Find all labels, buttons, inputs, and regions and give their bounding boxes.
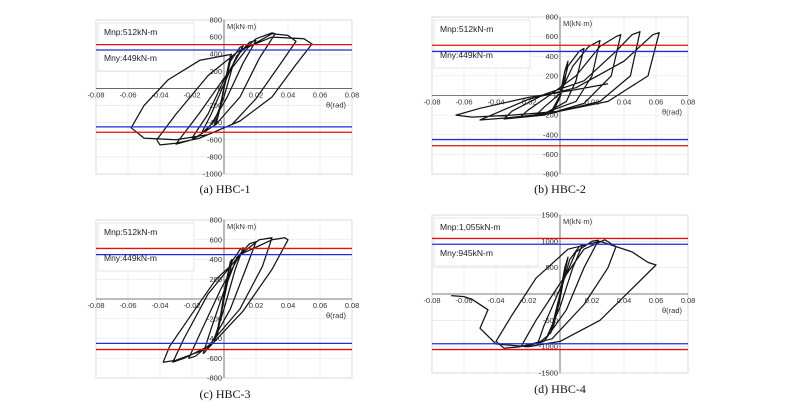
reference-label-box <box>433 19 531 69</box>
y-tick-label: -800 <box>207 152 222 161</box>
reference-label-mnp: Mnp:1,055kN-m <box>440 222 500 232</box>
y-tick-label: -500 <box>543 316 558 325</box>
y-tick-label: 500 <box>545 263 558 272</box>
x-tick-label: 0.02 <box>249 90 264 99</box>
y-tick-label: 1000 <box>541 237 558 246</box>
panel-1: -0.08 -0.06 -0.04 -0.02 0.02 0.04 0.06 0.088006… <box>87 16 359 197</box>
x-tick-label: -0.06 <box>119 301 136 310</box>
reference-label-mnp: Mnp:512kN-m <box>104 227 157 237</box>
x-tick-label: 0.02 <box>249 301 264 310</box>
x-tick-label: 0.08 <box>681 296 696 305</box>
reference-label-mnp: Mnp:512kN-m <box>104 27 157 37</box>
y-tick-label: -1000 <box>539 342 558 351</box>
y-tick-label: -400 <box>207 118 222 127</box>
panel-caption: (d) HBC-4 <box>534 382 586 396</box>
x-axis-label: θ(rad) <box>662 108 683 117</box>
reference-label-box <box>433 217 539 267</box>
x-tick-label: -0.04 <box>487 98 504 107</box>
y-tick-label: 1500 <box>541 211 558 220</box>
y-axis-label: M(kN·m) <box>563 19 593 28</box>
x-tick-label: -0.04 <box>487 296 504 305</box>
x-tick-label: 0.04 <box>617 98 632 107</box>
hysteresis-curve <box>130 32 313 146</box>
x-tick-label: 0.04 <box>281 301 296 310</box>
x-tick-label: 0.06 <box>649 296 664 305</box>
panel-4: -0.08 -0.06 -0.04 -0.02 0.02 0.04 0.06 0.08 1500… <box>423 211 695 397</box>
panel-caption: (b) HBC-2 <box>534 182 586 196</box>
y-tick-label: 600 <box>209 235 222 244</box>
panel-2: -0.08 -0.06 -0.04 -0.02 0.02 0.04 0.06 0.08 800 6… <box>423 13 695 197</box>
x-tick-label: -0.02 <box>519 98 536 107</box>
x-tick-label: 0.08 <box>681 98 696 107</box>
y-tick-label: 200 <box>545 71 558 80</box>
x-tick-label: 0.02 <box>585 98 600 107</box>
y-tick-label: -1500 <box>539 369 558 378</box>
x-tick-label: 0.06 <box>313 90 328 99</box>
y-tick-label: 800 <box>209 16 222 25</box>
y-tick-label: -1000 <box>203 170 222 179</box>
y-tick-label: -600 <box>543 150 558 159</box>
x-tick-label: -0.02 <box>183 301 200 310</box>
y-axis-label: M(kN·m) <box>227 22 257 31</box>
x-tick-label: -0.08 <box>423 296 440 305</box>
reference-label-mny: Mny:945kN-m <box>440 248 493 258</box>
y-tick-label: 0 <box>554 290 558 299</box>
reference-label-mny: Mny:449kN-m <box>104 53 157 63</box>
y-tick-label: -200 <box>543 111 558 120</box>
reference-label-box <box>97 222 195 272</box>
x-tick-label: 0.04 <box>281 90 296 99</box>
y-tick-label: 400 <box>209 255 222 264</box>
x-tick-label: -0.06 <box>119 90 136 99</box>
x-tick-label: 0.02 <box>585 296 600 305</box>
y-axis-label: M(kN·m) <box>563 217 593 226</box>
x-tick-label: -0.04 <box>151 301 168 310</box>
reference-label-mny: Mny:449kN-m <box>440 50 493 60</box>
y-tick-label: 800 <box>209 216 222 225</box>
x-tick-label: -0.02 <box>519 296 536 305</box>
x-tick-label: 0.08 <box>345 90 360 99</box>
y-tick-label: -600 <box>207 135 222 144</box>
y-tick-label: -400 <box>543 130 558 139</box>
x-axis-label: θ(rad) <box>326 100 347 109</box>
y-axis-label: M(kN·m) <box>227 222 257 231</box>
x-tick-label: -0.06 <box>455 98 472 107</box>
x-tick-label: -0.04 <box>151 90 168 99</box>
hysteresis-curve <box>162 237 289 363</box>
y-tick-label: 600 <box>209 33 222 42</box>
hysteresis-curve <box>451 239 657 349</box>
y-tick-label: 200 <box>209 67 222 76</box>
x-tick-label: -0.08 <box>87 90 104 99</box>
y-tick-label: 0 <box>554 91 558 100</box>
reference-label-mny: Mny:449kN-m <box>104 253 157 263</box>
x-tick-label: 0.08 <box>345 301 360 310</box>
x-tick-label: -0.06 <box>455 296 472 305</box>
panel-caption: (a) HBC-1 <box>200 182 251 196</box>
panel-3: -0.08 -0.06 -0.04 -0.02 0.02 0.04 0.06 0.08 800 6… <box>87 216 359 402</box>
panel-caption: (c) HBC-3 <box>200 387 251 401</box>
y-tick-label: 400 <box>545 52 558 61</box>
reference-label-box <box>97 22 195 72</box>
y-tick-label: -800 <box>207 374 222 383</box>
x-axis-label: θ(rad) <box>326 311 347 320</box>
x-tick-label: 0.06 <box>313 301 328 310</box>
y-tick-label: 400 <box>209 50 222 59</box>
x-axis-label: θ(rad) <box>662 306 683 315</box>
x-tick-label: 0.04 <box>617 296 632 305</box>
reference-label-mnp: Mnp:512kN-m <box>440 24 493 34</box>
y-tick-label: 800 <box>545 13 558 22</box>
y-tick-label: 600 <box>545 32 558 41</box>
x-tick-label: -0.08 <box>87 301 104 310</box>
y-tick-label: 0 <box>218 295 222 304</box>
y-tick-label: -600 <box>207 354 222 363</box>
x-tick-label: 0.06 <box>649 98 664 107</box>
y-tick-label: -800 <box>543 170 558 179</box>
x-tick-label: -0.08 <box>423 98 440 107</box>
